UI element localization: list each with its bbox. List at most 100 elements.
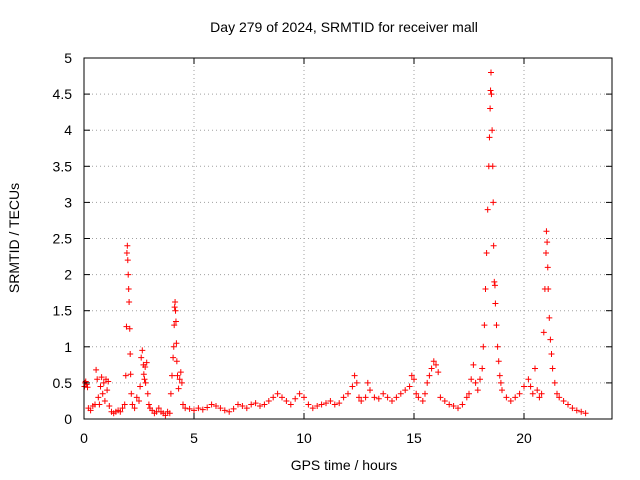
data-point bbox=[483, 249, 490, 256]
data-point bbox=[353, 379, 360, 386]
data-point bbox=[422, 390, 428, 397]
data-point bbox=[488, 91, 495, 98]
data-point bbox=[270, 394, 277, 401]
data-point bbox=[406, 383, 413, 390]
data-point bbox=[84, 384, 91, 391]
data-point bbox=[516, 390, 523, 397]
data-point bbox=[257, 403, 263, 410]
data-point bbox=[481, 322, 488, 329]
data-point bbox=[486, 134, 493, 141]
data-point bbox=[104, 387, 111, 394]
data-point bbox=[140, 371, 147, 378]
data-point bbox=[538, 390, 545, 397]
data-point bbox=[489, 163, 496, 170]
data-point bbox=[292, 395, 299, 402]
data-point bbox=[136, 397, 142, 404]
data-point bbox=[99, 390, 106, 397]
data-point bbox=[419, 397, 426, 404]
data-point bbox=[186, 405, 193, 412]
data-point bbox=[142, 364, 149, 371]
y-tick-label: 3 bbox=[64, 194, 72, 210]
data-point bbox=[176, 376, 183, 383]
data-point bbox=[525, 376, 532, 383]
data-point bbox=[479, 365, 486, 372]
data-point bbox=[199, 406, 206, 413]
data-point bbox=[547, 336, 554, 343]
data-point bbox=[129, 401, 136, 408]
y-tick-label: 5 bbox=[64, 50, 72, 66]
data-point bbox=[230, 405, 237, 412]
data-point bbox=[191, 407, 197, 414]
data-point bbox=[119, 405, 126, 412]
data-point bbox=[283, 397, 290, 404]
data-point bbox=[173, 358, 180, 365]
data-point bbox=[540, 329, 547, 336]
data-point bbox=[123, 249, 130, 256]
data-point bbox=[415, 394, 422, 401]
data-point bbox=[491, 278, 498, 285]
data-point bbox=[507, 397, 514, 404]
data-point bbox=[170, 354, 177, 361]
y-tick-label: 2.5 bbox=[53, 231, 73, 247]
data-point bbox=[172, 299, 179, 306]
data-point bbox=[252, 400, 259, 407]
y-tick-label: 1.5 bbox=[53, 303, 73, 319]
data-point bbox=[287, 401, 294, 408]
data-point bbox=[105, 378, 112, 385]
data-point bbox=[204, 404, 211, 411]
data-point bbox=[101, 397, 108, 404]
data-point bbox=[545, 286, 552, 293]
x-tick-label: 5 bbox=[190, 430, 198, 446]
data-point bbox=[435, 369, 442, 376]
data-point bbox=[178, 379, 185, 386]
data-point bbox=[430, 358, 437, 365]
data-point bbox=[331, 401, 338, 408]
data-point bbox=[97, 383, 104, 390]
data-point bbox=[556, 394, 563, 401]
data-point bbox=[106, 403, 113, 410]
data-point bbox=[137, 383, 144, 390]
data-point bbox=[128, 390, 135, 397]
data-point bbox=[554, 390, 560, 397]
data-point bbox=[318, 401, 325, 408]
data-point bbox=[336, 400, 343, 407]
data-point bbox=[424, 379, 431, 386]
data-point bbox=[345, 390, 351, 397]
data-point bbox=[565, 401, 571, 408]
data-point bbox=[139, 347, 146, 354]
data-point bbox=[489, 127, 496, 134]
data-point bbox=[145, 401, 152, 408]
data-point bbox=[468, 376, 475, 383]
data-point bbox=[195, 405, 202, 412]
data-point bbox=[305, 401, 312, 408]
data-point bbox=[362, 394, 369, 401]
data-point bbox=[127, 351, 134, 358]
data-point bbox=[544, 264, 551, 271]
data-point bbox=[358, 397, 365, 404]
data-points bbox=[81, 69, 589, 419]
data-point bbox=[477, 376, 483, 383]
data-point bbox=[96, 401, 103, 408]
data-point bbox=[356, 394, 362, 401]
data-point bbox=[496, 372, 503, 379]
y-tick-label: 0.5 bbox=[53, 375, 73, 391]
data-point bbox=[221, 407, 228, 414]
data-point bbox=[172, 307, 179, 314]
x-tick-label: 10 bbox=[296, 430, 312, 446]
y-tick-label: 2 bbox=[64, 267, 72, 283]
data-point bbox=[527, 383, 534, 390]
data-point bbox=[93, 366, 100, 373]
y-tick-label: 0 bbox=[64, 411, 72, 427]
data-point bbox=[463, 394, 470, 401]
data-point bbox=[426, 372, 433, 379]
data-point bbox=[226, 408, 233, 415]
data-point bbox=[125, 271, 132, 278]
data-point bbox=[441, 397, 448, 404]
data-point bbox=[125, 286, 132, 293]
data-point bbox=[459, 401, 466, 408]
data-point bbox=[497, 379, 504, 386]
data-point bbox=[411, 376, 417, 383]
data-point bbox=[569, 405, 576, 412]
data-point bbox=[126, 325, 133, 332]
